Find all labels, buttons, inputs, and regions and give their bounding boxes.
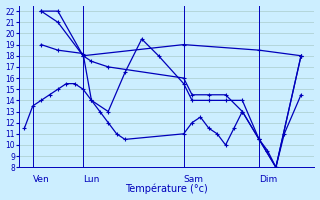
Text: Ven: Ven — [33, 175, 50, 184]
Text: Lun: Lun — [83, 175, 100, 184]
X-axis label: Température (°c): Température (°c) — [125, 184, 208, 194]
Text: Sam: Sam — [184, 175, 204, 184]
Text: Dim: Dim — [259, 175, 277, 184]
